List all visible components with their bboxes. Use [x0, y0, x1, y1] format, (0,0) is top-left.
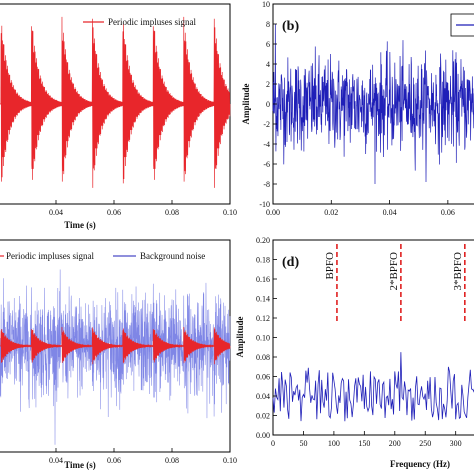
x-tick-label: 0.10	[223, 208, 237, 217]
y-tick-label: -2	[263, 120, 270, 129]
x-tick-label: 0.04	[49, 456, 63, 465]
panel-d-bpfo-markers: BPFO 2*BPFO 3*BPFO	[324, 244, 466, 323]
x-tick-label: 0.08	[165, 208, 179, 217]
y-tick-label: 0	[266, 100, 270, 109]
y-tick-label: 0.02	[256, 412, 270, 421]
y-tick-label: 0.04	[256, 392, 270, 401]
y-tick-label: 0.06	[256, 373, 270, 382]
panel-c: 0.04 0.06 0.08 0.10 Time (s) Periodic implu…	[0, 239, 237, 470]
x-tick-label: 0.06	[107, 456, 121, 465]
panel-d-y-axis-label: Amplitude	[235, 316, 245, 357]
y-tick-label: 0.00	[256, 431, 270, 440]
panel-a-legend: Periodic impluses signal	[83, 17, 196, 27]
panel-d-y-ticks: 0.00 0.02 0.04 0.06 0.08 0.10 0.12 0.14 0.16 0.18…	[256, 236, 277, 440]
panel-c-legend-label-noise: Background noise	[140, 251, 205, 261]
spectrum-line	[272, 352, 474, 422]
panel-a-plot-area	[0, 16, 231, 188]
x-tick-label: 0.04	[49, 208, 63, 217]
x-tick-label: 0.06	[441, 208, 455, 217]
panel-b-y-axis-label: Amplitude	[241, 83, 251, 124]
x-tick-label: 0.10	[223, 456, 237, 465]
noise-line	[272, 23, 474, 185]
panel-a-x-ticks: 0.04 0.06 0.08 0.10	[49, 200, 237, 217]
bpfo-marker-label: BPFO	[324, 252, 336, 280]
x-tick-label: 0.00	[266, 208, 280, 217]
x-tick-label: 0.04	[383, 208, 397, 217]
impulse-signal-line	[0, 16, 231, 188]
y-tick-label: -4	[263, 140, 270, 149]
y-tick-label: 0.10	[256, 334, 270, 343]
y-tick-label: 0.20	[256, 236, 270, 245]
x-tick-label: 250	[419, 439, 431, 448]
panel-b-plot-area	[272, 23, 474, 185]
y-tick-label: 0.08	[256, 353, 270, 362]
x-tick-label: 0.08	[165, 456, 179, 465]
impulse-signal-line	[0, 327, 231, 365]
y-tick-label: 0.18	[256, 256, 270, 265]
x-tick-label: 50	[299, 439, 307, 448]
bpfo-marker-label: 2*BPFO	[388, 252, 400, 291]
x-tick-label: 0	[271, 439, 275, 448]
x-tick-label: 150	[358, 439, 370, 448]
x-tick-label: 0.02	[324, 208, 338, 217]
y-tick-label: 4	[266, 60, 270, 69]
panel-d-plot-area	[272, 352, 474, 422]
panel-a-legend-label: Periodic impluses signal	[108, 17, 196, 27]
panel-c-legend: Periodic impluses signal Background nois…	[0, 251, 205, 261]
panel-b-y-ticks: -10 -8 -6 -4 -2 0 2 4 6 8 10	[259, 0, 277, 209]
x-tick-label: 100	[328, 439, 340, 448]
panel-c-legend-label-impulses: Periodic impluses signal	[6, 251, 94, 261]
panel-d-x-ticks: 0 50 100 150 200 250 300	[271, 431, 462, 448]
panel-b-letter: (b)	[282, 19, 299, 34]
y-tick-label: 0.12	[256, 314, 270, 323]
panel-b: -10 -8 -6 -4 -2 0 2 4 6 8 10 0.00 0.02 0.04 0.06 Ampl…	[241, 0, 474, 217]
panel-c-x-ticks: 0.04 0.06 0.08 0.10	[49, 448, 237, 465]
panel-d-x-axis-label: Frequency (Hz)	[390, 459, 450, 469]
y-tick-label: -6	[263, 160, 270, 169]
x-tick-label: 0.06	[107, 208, 121, 217]
y-tick-label: 0.14	[256, 295, 270, 304]
panel-d: BPFO 2*BPFO 3*BPFO 0.00 0.02 0.04 0.06 0.08 0.1…	[235, 236, 474, 469]
y-tick-label: -10	[259, 200, 270, 209]
y-tick-label: 10	[262, 0, 270, 9]
panel-c-plot-area	[0, 269, 231, 445]
x-tick-label: 200	[389, 439, 401, 448]
y-tick-label: 2	[266, 80, 270, 89]
y-tick-label: 0.16	[256, 275, 270, 284]
y-tick-label: -8	[263, 180, 270, 189]
panel-c-x-axis-label: Time (s)	[64, 460, 96, 470]
panel-b-x-ticks: 0.00 0.02 0.04 0.06	[266, 200, 455, 217]
panel-a: 0.04 0.06 0.08 0.10 Time (s) Periodic implu…	[0, 3, 237, 230]
x-tick-label: 300	[450, 439, 462, 448]
panel-a-x-axis-label: Time (s)	[64, 220, 96, 230]
bpfo-marker-label: 3*BPFO	[452, 252, 464, 291]
panel-d-letter: (d)	[282, 255, 299, 270]
y-tick-label: 8	[266, 20, 270, 29]
y-tick-label: 6	[266, 40, 270, 49]
